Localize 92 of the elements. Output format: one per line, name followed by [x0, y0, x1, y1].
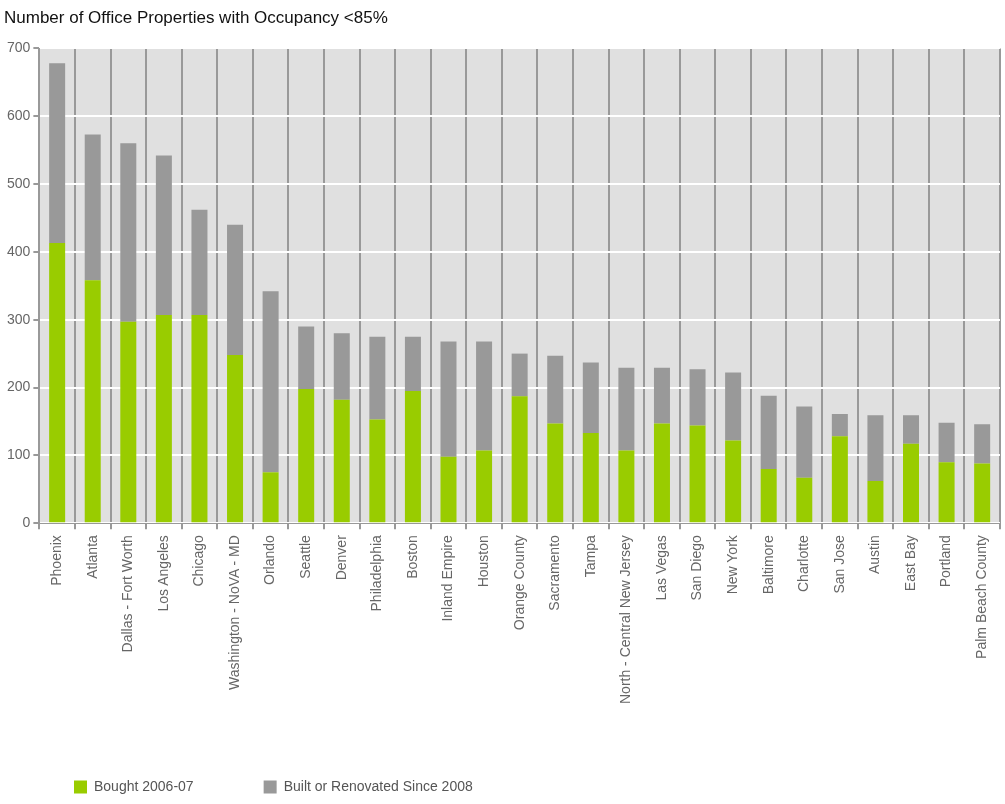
bar	[689, 369, 706, 426]
bar	[404, 390, 421, 523]
bar	[476, 341, 493, 451]
bar	[582, 432, 599, 523]
bar	[903, 443, 920, 523]
bar	[867, 481, 884, 523]
bar	[155, 155, 172, 315]
y-tick-label: 600	[7, 107, 31, 124]
x-tick-label: San Jose	[830, 534, 847, 594]
x-tick-label: Atlanta	[83, 534, 100, 579]
bar	[796, 406, 813, 478]
x-tick-label: Phoenix	[48, 535, 65, 586]
bar	[440, 341, 457, 457]
bar	[476, 450, 493, 523]
bar	[84, 134, 101, 281]
x-tick-label: Portland	[937, 535, 954, 588]
bar	[120, 321, 137, 523]
x-tick-label: Palm Beach County	[973, 535, 990, 659]
x-tick-label: Dallas - Fort Worth	[119, 535, 136, 653]
x-tick-label: Washington - NoVA - MD	[225, 535, 242, 690]
y-tick-label: 200	[7, 378, 31, 395]
bar	[440, 456, 457, 523]
x-tick-label: Seattle	[297, 534, 314, 579]
x-tick-label: Charlotte	[795, 534, 812, 592]
x-tick-label: Austin	[866, 535, 883, 575]
x-tick-label: Tampa	[581, 534, 598, 578]
bar	[333, 399, 350, 523]
bar	[298, 326, 315, 389]
x-tick-label: Philadelphia	[368, 534, 385, 612]
bar	[796, 477, 813, 523]
bar	[49, 243, 66, 523]
x-tick-label: Boston	[403, 535, 420, 579]
bar	[547, 355, 564, 424]
bar	[725, 372, 742, 441]
bar	[120, 143, 137, 322]
x-tick-label: Sacramento	[546, 534, 563, 611]
chart-title: Number of Office Properties with Occupancy <85%	[4, 7, 388, 27]
x-tick-label: Las Vegas	[652, 535, 669, 601]
bar	[831, 413, 848, 437]
bar	[760, 468, 777, 523]
y-tick-label: 100	[7, 446, 31, 463]
x-tick-label: Denver	[332, 534, 349, 581]
bar	[191, 209, 208, 315]
bar	[49, 63, 66, 244]
bar	[938, 462, 955, 523]
bar	[903, 415, 920, 444]
bar	[404, 336, 421, 391]
bar	[618, 367, 635, 451]
x-tick-label: San Diego	[688, 534, 705, 601]
bar	[511, 353, 528, 397]
x-tick-label: East Bay	[901, 535, 918, 592]
x-tick-label: New York	[723, 534, 740, 595]
x-tick-label: Houston	[474, 535, 491, 588]
x-tick-label: Inland Empire	[439, 534, 456, 622]
bar	[262, 291, 279, 473]
bar	[262, 472, 279, 523]
bar	[938, 422, 955, 463]
bar	[689, 425, 706, 523]
y-tick-label: 0	[22, 514, 31, 531]
bar	[974, 424, 991, 464]
bar	[725, 440, 742, 523]
bar	[760, 395, 777, 469]
bar	[867, 415, 884, 482]
bar	[974, 463, 991, 523]
bar	[618, 450, 635, 523]
y-tick-label: 300	[7, 310, 31, 327]
bar	[191, 314, 208, 523]
x-tick-label: Baltimore	[759, 534, 776, 595]
x-tick-label: Chicago	[190, 534, 207, 587]
bar	[155, 314, 172, 523]
bar	[333, 333, 350, 400]
x-tick-label: Orange County	[510, 535, 527, 631]
bar	[227, 354, 244, 523]
y-tick-label: 400	[7, 242, 31, 259]
y-tick-label: 500	[7, 174, 31, 191]
bar	[831, 436, 848, 523]
x-tick-label: North - Central New Jersey	[617, 535, 634, 704]
bar	[227, 224, 244, 355]
x-tick-label: Los Angeles	[154, 535, 171, 612]
legend-label: Bought 2006-07	[94, 777, 194, 794]
bar	[369, 419, 386, 523]
legend-label: Built or Renovated Since 2008	[283, 777, 473, 794]
bar	[653, 367, 670, 424]
bar	[369, 336, 386, 420]
bar	[511, 396, 528, 523]
bar	[547, 423, 564, 523]
bar	[84, 280, 101, 523]
y-tick-label: 700	[7, 39, 31, 56]
bar	[653, 423, 670, 523]
bar	[582, 362, 599, 433]
x-tick-label: Orlando	[261, 534, 278, 585]
bar	[298, 388, 315, 523]
